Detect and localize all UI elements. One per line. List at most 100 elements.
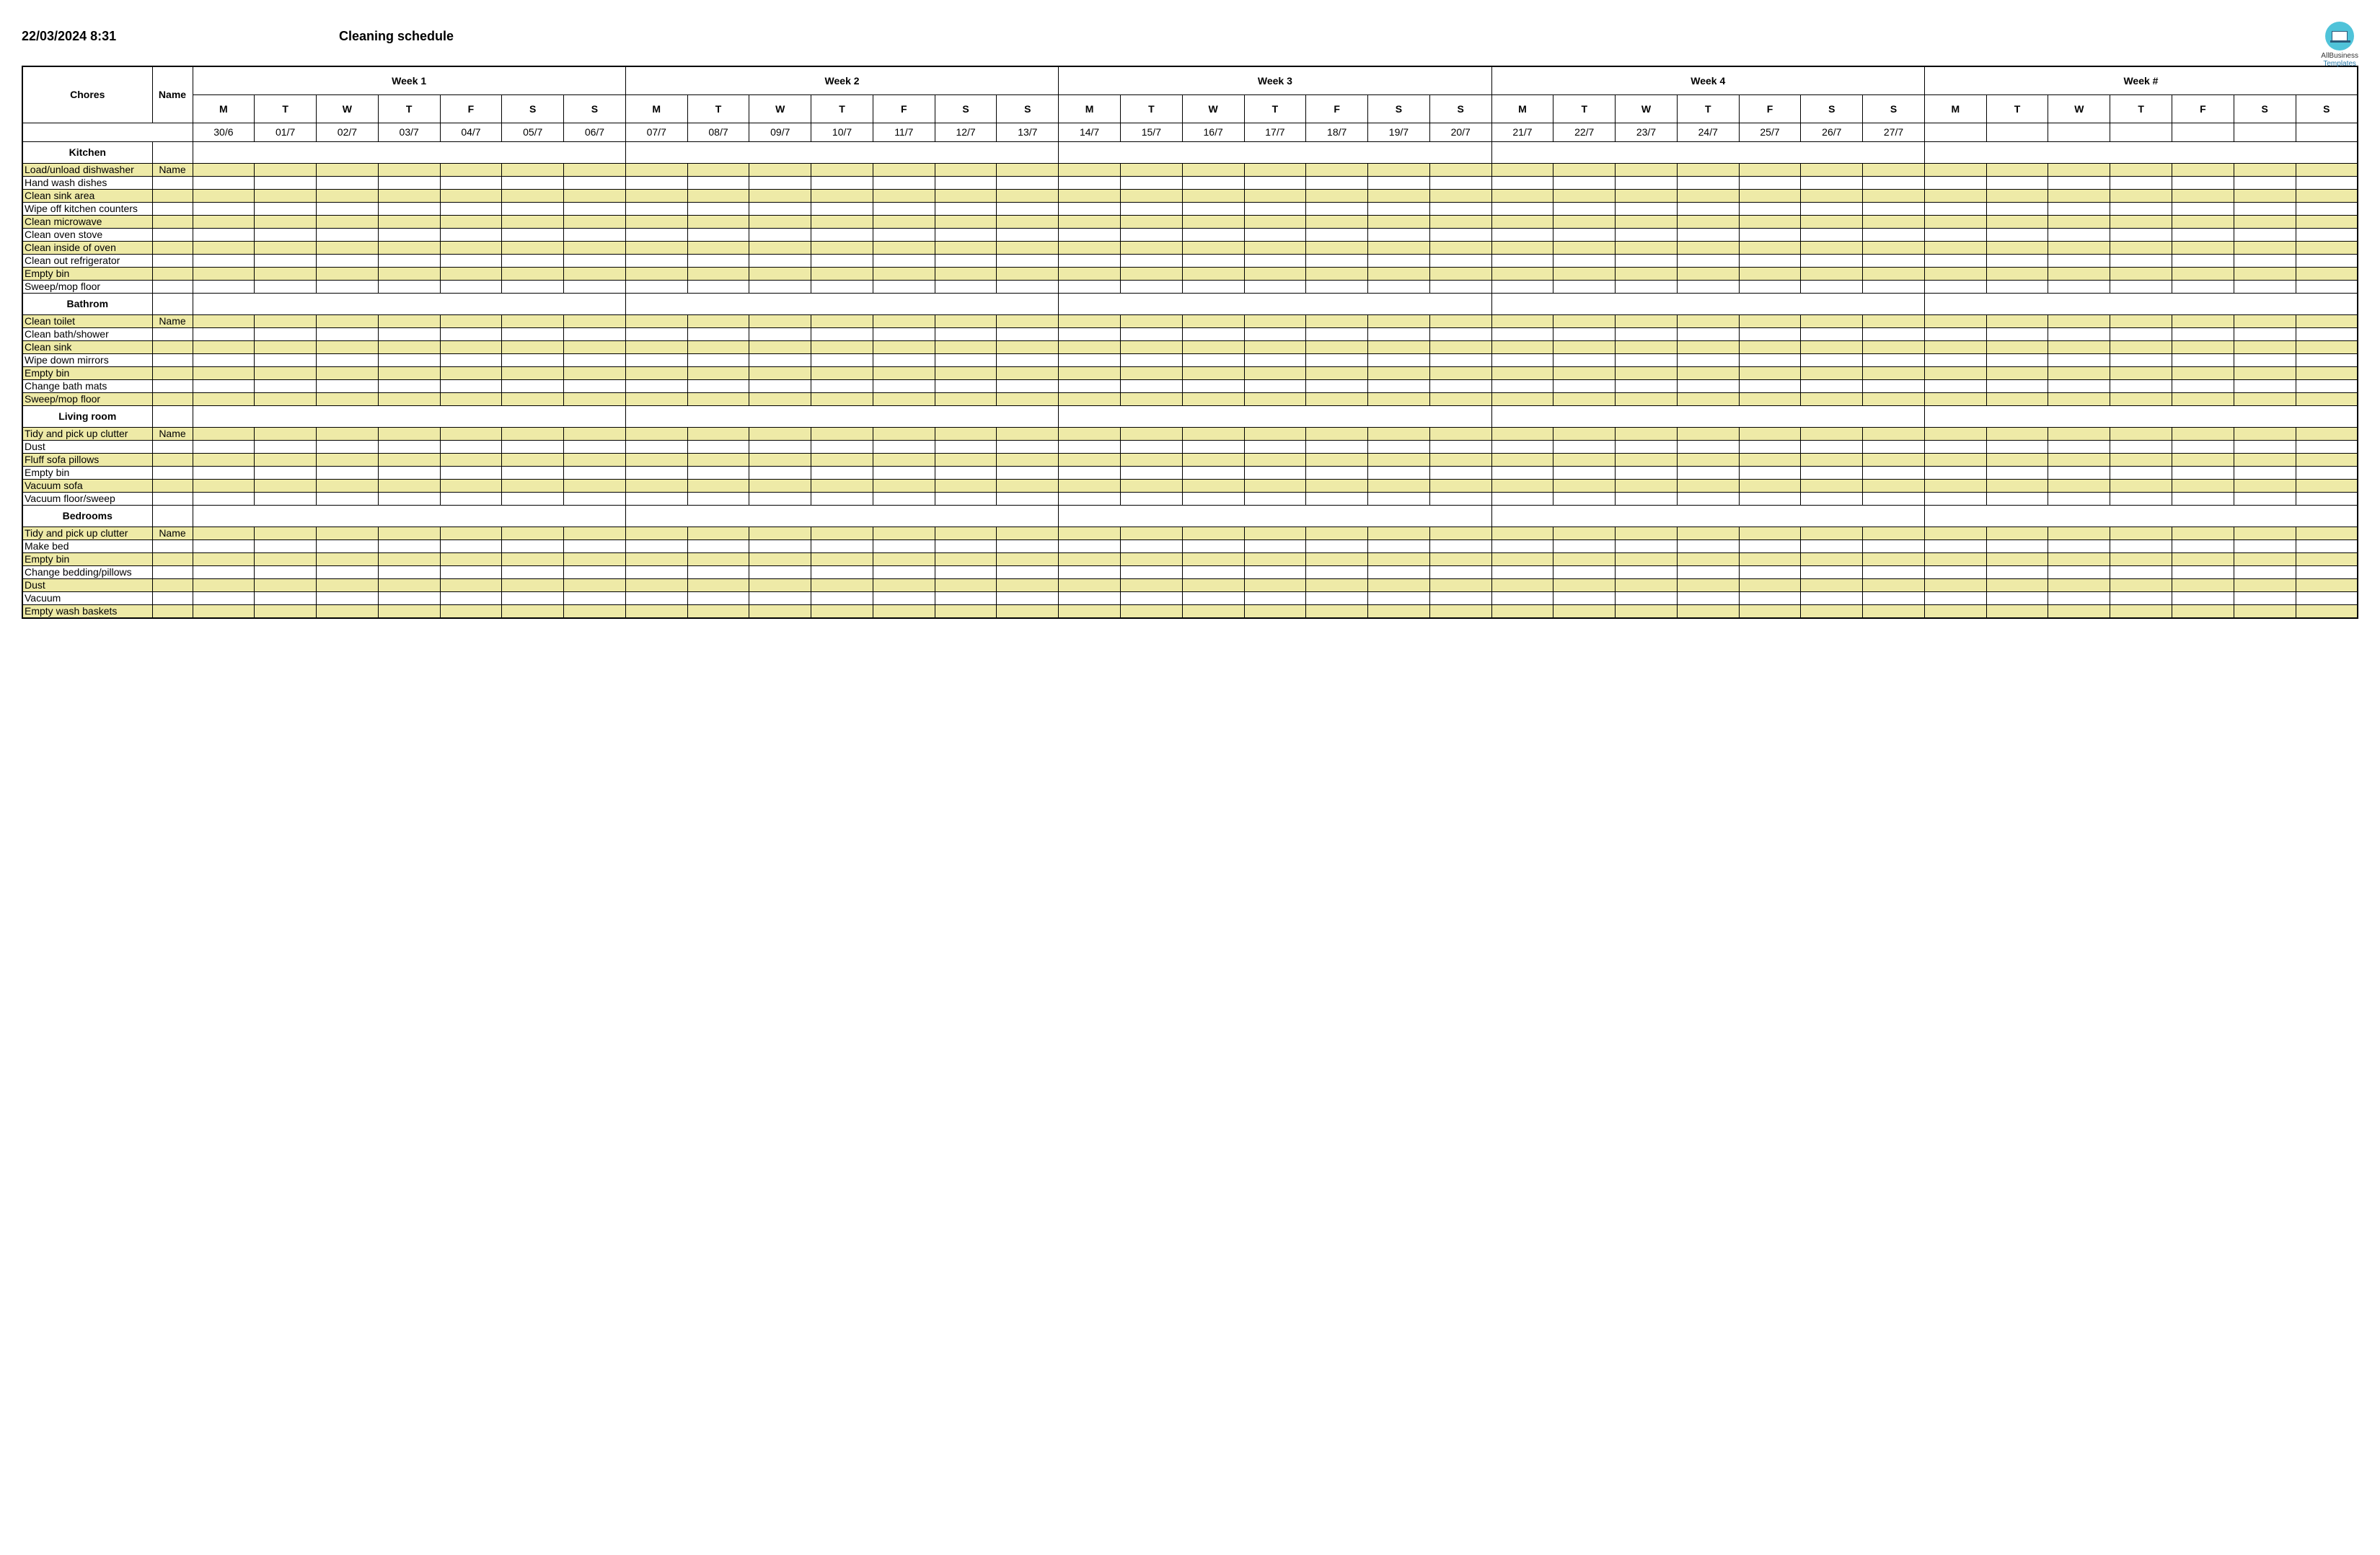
chore-day-cell[interactable] <box>687 189 749 202</box>
chore-name-cell[interactable] <box>152 366 193 379</box>
chore-day-cell[interactable] <box>2172 492 2234 505</box>
chore-day-cell[interactable] <box>625 267 687 280</box>
chore-day-cell[interactable] <box>1801 228 1863 241</box>
chore-day-cell[interactable] <box>1244 280 1306 293</box>
chore-day-cell[interactable] <box>1491 440 1553 453</box>
chore-day-cell[interactable] <box>2172 578 2234 591</box>
chore-day-cell[interactable] <box>2234 327 2296 340</box>
chore-day-cell[interactable] <box>564 366 626 379</box>
chore-day-cell[interactable] <box>1120 479 1182 492</box>
chore-day-cell[interactable] <box>1677 327 1739 340</box>
chore-day-cell[interactable] <box>1429 539 1491 552</box>
chore-day-cell[interactable] <box>564 466 626 479</box>
chore-day-cell[interactable] <box>1429 176 1491 189</box>
chore-day-cell[interactable] <box>1739 440 1801 453</box>
chore-day-cell[interactable] <box>2110 604 2172 618</box>
chore-day-cell[interactable] <box>1863 314 1925 327</box>
chore-day-cell[interactable] <box>873 215 935 228</box>
chore-day-cell[interactable] <box>1677 427 1739 440</box>
chore-day-cell[interactable] <box>625 565 687 578</box>
chore-day-cell[interactable] <box>1863 189 1925 202</box>
chore-day-cell[interactable] <box>873 466 935 479</box>
chore-day-cell[interactable] <box>1491 527 1553 539</box>
chore-day-cell[interactable] <box>1801 267 1863 280</box>
chore-day-cell[interactable] <box>2048 379 2110 392</box>
chore-day-cell[interactable] <box>1739 392 1801 405</box>
chore-day-cell[interactable] <box>997 327 1059 340</box>
chore-day-cell[interactable] <box>1182 539 1244 552</box>
chore-day-cell[interactable] <box>1677 366 1739 379</box>
chore-day-cell[interactable] <box>1677 163 1739 176</box>
chore-day-cell[interactable] <box>1801 479 1863 492</box>
chore-day-cell[interactable] <box>1986 340 2048 353</box>
chore-day-cell[interactable] <box>317 591 379 604</box>
chore-day-cell[interactable] <box>1986 254 2048 267</box>
chore-day-cell[interactable] <box>1739 479 1801 492</box>
chore-day-cell[interactable] <box>255 379 317 392</box>
chore-day-cell[interactable] <box>564 267 626 280</box>
chore-name-cell[interactable] <box>152 466 193 479</box>
chore-day-cell[interactable] <box>1801 366 1863 379</box>
chore-day-cell[interactable] <box>1244 176 1306 189</box>
chore-day-cell[interactable] <box>1491 228 1553 241</box>
chore-day-cell[interactable] <box>1616 327 1678 340</box>
chore-name-cell[interactable] <box>152 215 193 228</box>
chore-day-cell[interactable] <box>378 228 440 241</box>
chore-day-cell[interactable] <box>1429 353 1491 366</box>
chore-day-cell[interactable] <box>1986 314 2048 327</box>
chore-day-cell[interactable] <box>2110 267 2172 280</box>
chore-day-cell[interactable] <box>193 202 255 215</box>
chore-day-cell[interactable] <box>1801 578 1863 591</box>
chore-day-cell[interactable] <box>2296 189 2358 202</box>
chore-day-cell[interactable] <box>1863 578 1925 591</box>
chore-day-cell[interactable] <box>2234 591 2296 604</box>
chore-day-cell[interactable] <box>1616 379 1678 392</box>
chore-day-cell[interactable] <box>564 176 626 189</box>
chore-day-cell[interactable] <box>2048 215 2110 228</box>
chore-day-cell[interactable] <box>502 604 564 618</box>
chore-day-cell[interactable] <box>193 604 255 618</box>
chore-day-cell[interactable] <box>811 340 873 353</box>
chore-day-cell[interactable] <box>2296 440 2358 453</box>
chore-day-cell[interactable] <box>1429 267 1491 280</box>
chore-day-cell[interactable] <box>1863 327 1925 340</box>
chore-day-cell[interactable] <box>1553 176 1616 189</box>
chore-day-cell[interactable] <box>378 539 440 552</box>
chore-day-cell[interactable] <box>1244 314 1306 327</box>
chore-day-cell[interactable] <box>2110 366 2172 379</box>
chore-day-cell[interactable] <box>687 280 749 293</box>
chore-day-cell[interactable] <box>1739 591 1801 604</box>
chore-day-cell[interactable] <box>378 314 440 327</box>
chore-day-cell[interactable] <box>811 552 873 565</box>
chore-day-cell[interactable] <box>1553 215 1616 228</box>
chore-day-cell[interactable] <box>440 466 502 479</box>
chore-day-cell[interactable] <box>1863 453 1925 466</box>
chore-day-cell[interactable] <box>317 215 379 228</box>
chore-day-cell[interactable] <box>811 539 873 552</box>
chore-day-cell[interactable] <box>2172 327 2234 340</box>
chore-day-cell[interactable] <box>1986 189 2048 202</box>
chore-day-cell[interactable] <box>1801 552 1863 565</box>
chore-day-cell[interactable] <box>2048 392 2110 405</box>
chore-day-cell[interactable] <box>1553 466 1616 479</box>
chore-day-cell[interactable] <box>2048 527 2110 539</box>
chore-day-cell[interactable] <box>1306 565 1368 578</box>
chore-day-cell[interactable] <box>1429 340 1491 353</box>
chore-day-cell[interactable] <box>1368 427 1430 440</box>
chore-day-cell[interactable] <box>1863 479 1925 492</box>
chore-day-cell[interactable] <box>1368 392 1430 405</box>
chore-day-cell[interactable] <box>1924 453 1986 466</box>
chore-day-cell[interactable] <box>749 527 811 539</box>
chore-day-cell[interactable] <box>625 176 687 189</box>
chore-day-cell[interactable] <box>502 578 564 591</box>
chore-day-cell[interactable] <box>2110 353 2172 366</box>
chore-day-cell[interactable] <box>873 427 935 440</box>
chore-day-cell[interactable] <box>1244 353 1306 366</box>
chore-day-cell[interactable] <box>1986 527 2048 539</box>
chore-day-cell[interactable] <box>2296 466 2358 479</box>
chore-day-cell[interactable] <box>255 366 317 379</box>
chore-day-cell[interactable] <box>1924 314 1986 327</box>
chore-day-cell[interactable] <box>502 280 564 293</box>
chore-day-cell[interactable] <box>1986 440 2048 453</box>
chore-day-cell[interactable] <box>440 163 502 176</box>
